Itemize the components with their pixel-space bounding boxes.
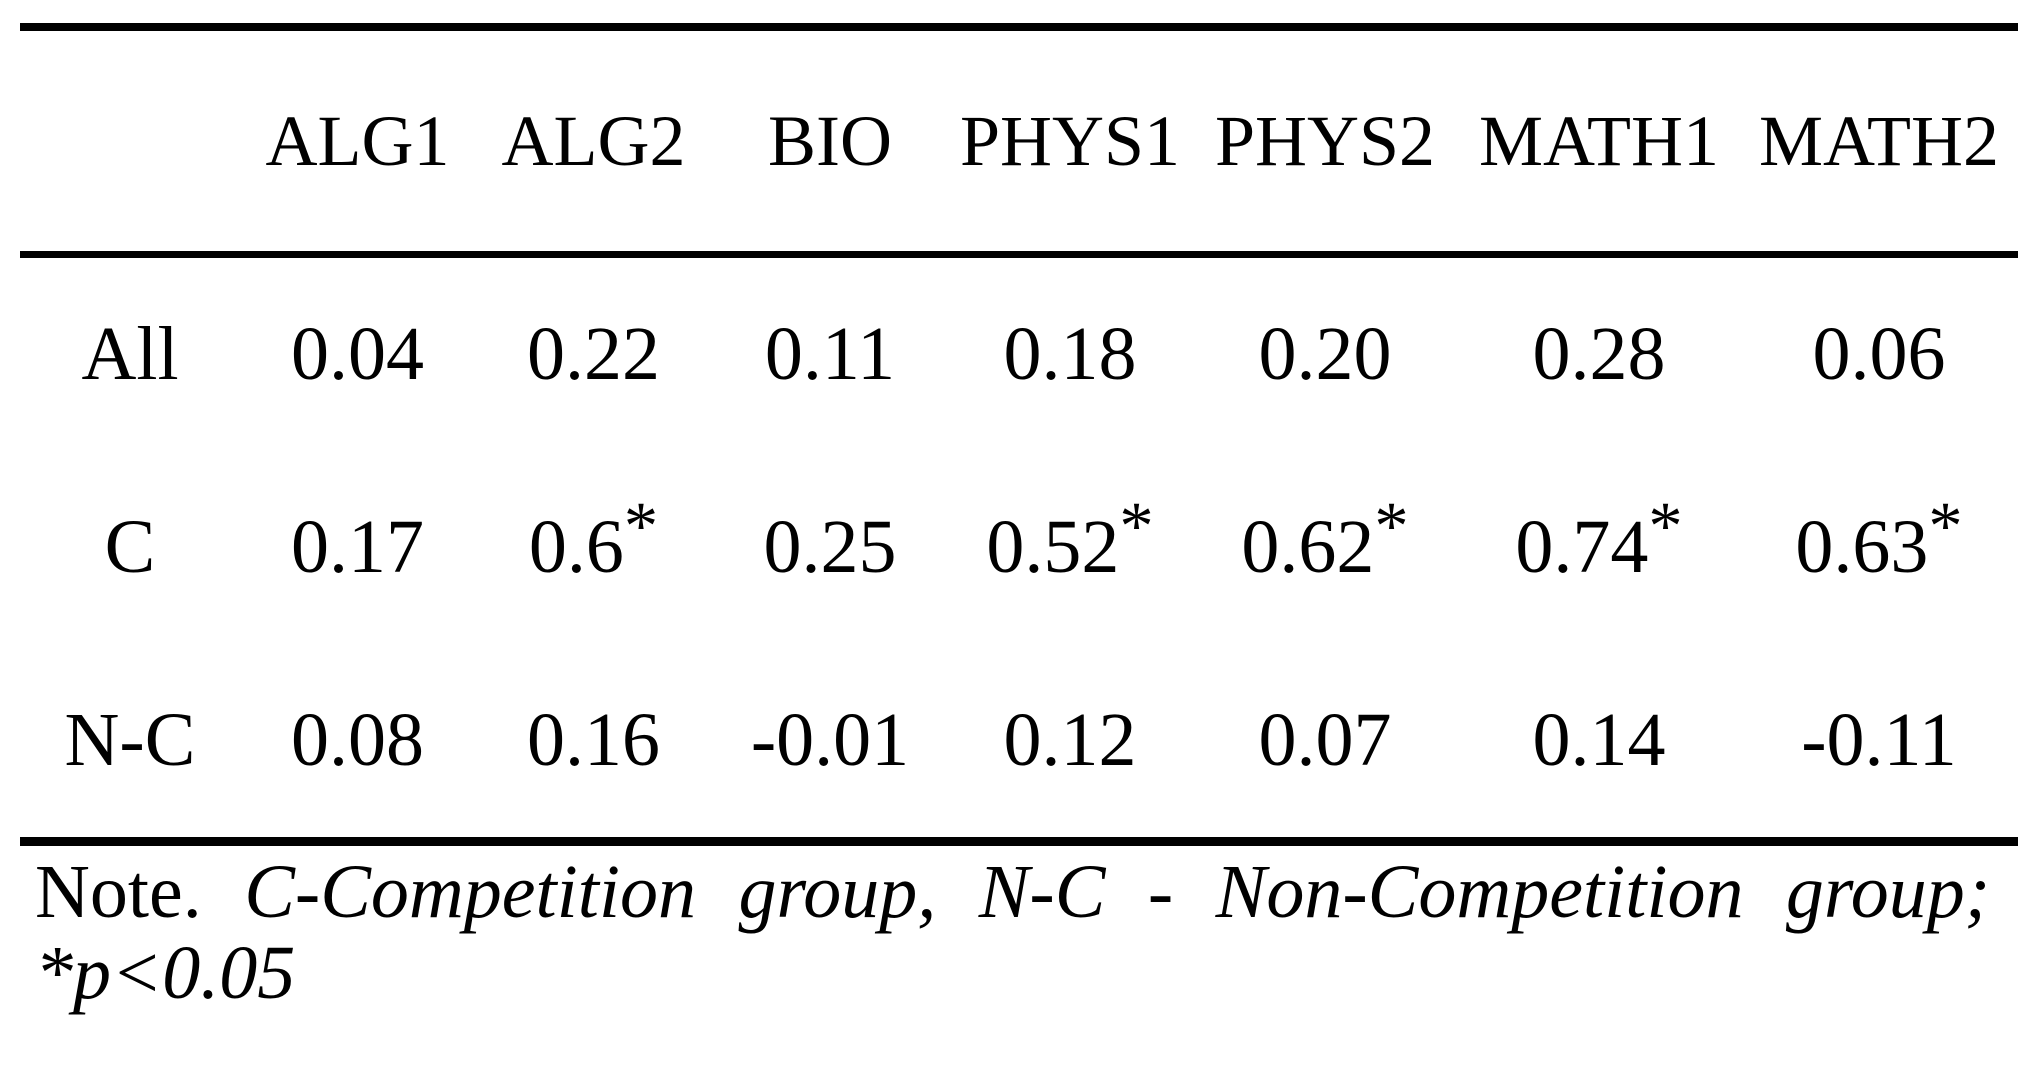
table-cell: 0.12 [1003,698,1137,782]
table-cell: 0.14 [1532,698,1666,782]
note-line-1: Note. C-Competition group, N-C - Non-Com… [35,852,1990,933]
table-row-competition: C 0.17 0.6* 0.25 0.52* 0.62* 0.74* 0.63* [20,451,2018,644]
table-cell: 0.74* [1515,487,1683,589]
column-header-bio: BIO [712,27,948,258]
table-cell: 0.20 [1258,312,1392,396]
table-cell: 0.25 [763,505,897,589]
row-label-competition: C [104,505,156,589]
table-cell: 0.6* [528,487,659,589]
table-cell: 0.04 [291,312,424,396]
table-row-non-competition: N-C 0.08 0.16 -0.01 0.12 0.07 0.14 -0.11 [20,644,2018,842]
table-cell: 0.62* [1241,487,1409,589]
table-cell: 0.28 [1532,312,1666,396]
table-cell: 0.22 [527,312,660,396]
table-cell: 0.17 [291,505,424,589]
table-cell: -0.01 [750,698,910,782]
column-header-math2: MATH2 [1740,27,2018,258]
row-label-all: All [81,312,179,396]
table-cell: 0.16 [527,698,660,782]
column-header-phys1: PHYS1 [948,27,1192,258]
corner-cell [20,27,240,258]
table-row-all: All 0.04 0.22 0.11 0.18 0.20 0.28 0.06 [20,255,2018,452]
column-header-phys2: PHYS2 [1192,27,1458,258]
table-note: Note. C-Competition group, N-C - Non-Com… [20,852,2018,1013]
column-header-alg1: ALG1 [240,27,475,258]
note-body: C-Competition group, N-C - Non-Competiti… [244,850,1990,934]
table-cell: 0.06 [1812,312,1946,396]
correlation-table: ALG1 ALG2 BIO PHYS1 PHYS2 MATH1 MATH2 Al… [20,23,2018,846]
table-cell: 0.07 [1258,698,1392,782]
table-cell: 0.18 [1003,312,1137,396]
table-cell: 0.52* [986,487,1154,589]
row-label-non-competition: N-C [64,698,196,782]
paper-table-figure: ALG1 ALG2 BIO PHYS1 PHYS2 MATH1 MATH2 Al… [0,23,2041,1072]
column-header-math1: MATH1 [1458,27,1740,258]
header-row: ALG1 ALG2 BIO PHYS1 PHYS2 MATH1 MATH2 [20,27,2018,258]
note-line-2: *p<0.05 [35,930,296,1015]
column-header-alg2: ALG2 [475,27,712,258]
note-prefix: Note. [35,850,202,934]
table-cell: 0.11 [764,312,896,396]
table-cell: 0.63* [1795,487,1963,589]
table-cell: 0.08 [291,698,424,782]
table-cell: -0.11 [1801,698,1957,782]
